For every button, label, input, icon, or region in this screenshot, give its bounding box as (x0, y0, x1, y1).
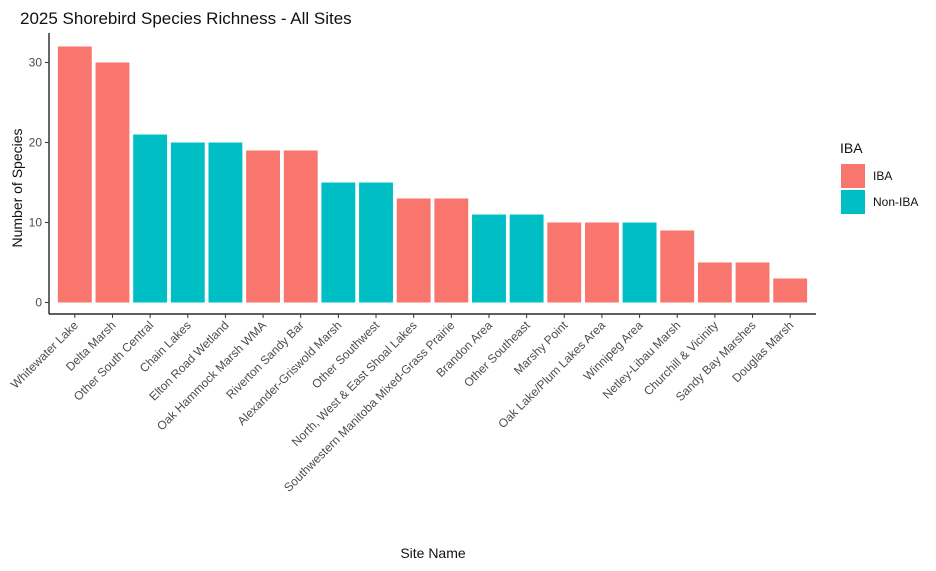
y-axis-title: Number of Species (9, 128, 25, 247)
y-tick-label: 30 (29, 56, 43, 70)
x-tick-label: Whitewater Lake (8, 318, 81, 391)
bar-17 (660, 230, 695, 303)
bar-16 (622, 222, 657, 303)
bar-7 (283, 150, 318, 303)
x-tick-label: Other Southwest (309, 318, 383, 392)
bar-18 (697, 262, 732, 303)
x-axis-title: Site Name (400, 545, 466, 561)
chart-title: 2025 Shorebird Species Richness - All Si… (20, 9, 352, 28)
legend-title: IBA (840, 140, 863, 156)
bar-11 (434, 198, 469, 303)
bar-19 (735, 262, 770, 303)
bar-6 (246, 150, 281, 303)
bar-14 (547, 222, 582, 303)
bar-2 (95, 62, 130, 303)
bar-13 (509, 214, 544, 303)
bar-20 (773, 278, 808, 303)
legend: IBA IBA Non-IBA (840, 140, 918, 214)
bars-group (57, 46, 808, 303)
y-tick-label: 0 (35, 296, 42, 310)
y-tick-label: 20 (29, 136, 43, 150)
bar-10 (396, 198, 431, 303)
bar-12 (472, 214, 506, 303)
y-tick-label: 10 (29, 216, 43, 230)
bar-5 (208, 142, 243, 303)
bar-9 (359, 182, 393, 303)
bar-1 (57, 46, 92, 303)
legend-swatch-iba (841, 164, 865, 188)
bar-8 (321, 182, 356, 303)
legend-label-non-iba: Non-IBA (873, 195, 918, 209)
x-tick-label: Other Southeast (461, 318, 533, 390)
legend-label-iba: IBA (873, 169, 892, 183)
bar-15 (584, 222, 619, 303)
legend-swatch-non-iba (841, 190, 865, 214)
bar-4 (170, 142, 205, 303)
bar-3 (133, 134, 168, 303)
